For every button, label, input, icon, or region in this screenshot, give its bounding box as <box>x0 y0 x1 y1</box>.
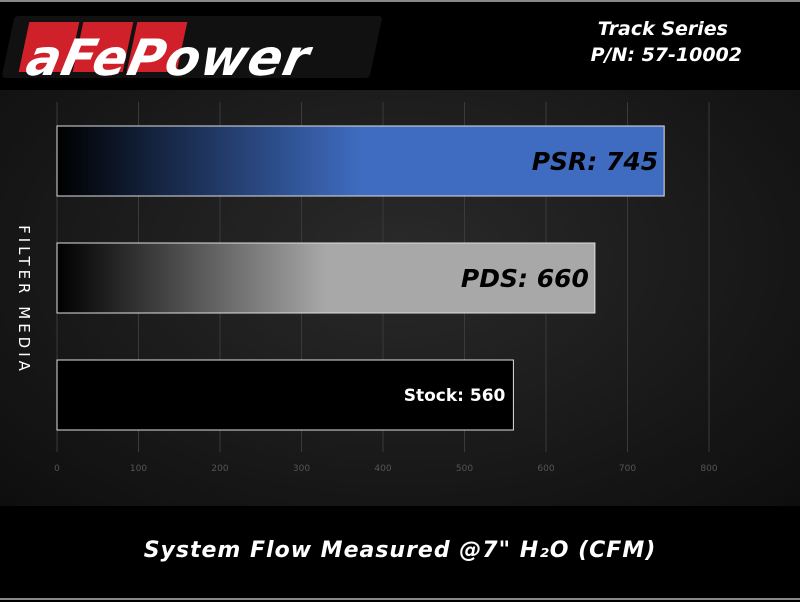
bar-psr <box>56 125 665 197</box>
x-axis-title: System Flow Measured @7" H₂O (CFM) <box>143 538 657 563</box>
x-tick-label: 800 <box>700 464 717 474</box>
bar-pds <box>56 242 596 314</box>
x-tick-label: 700 <box>619 464 636 474</box>
x-tick-label: 300 <box>293 464 310 474</box>
part-number: P/N: 57-10002 <box>590 44 742 66</box>
series-title: Track Series <box>597 18 728 40</box>
bar-stock <box>56 359 514 431</box>
x-tick-label: 200 <box>211 464 228 474</box>
x-tick-label: 0 <box>54 464 60 474</box>
data-label: PDS: 660 <box>461 264 589 293</box>
data-label: Stock: 560 <box>404 386 506 406</box>
x-tick-label: 400 <box>374 464 391 474</box>
x-tick-label: 600 <box>537 464 554 474</box>
data-label: PSR: 745 <box>532 147 658 176</box>
x-tick-label: 100 <box>130 464 147 474</box>
x-tick-label: 500 <box>456 464 473 474</box>
